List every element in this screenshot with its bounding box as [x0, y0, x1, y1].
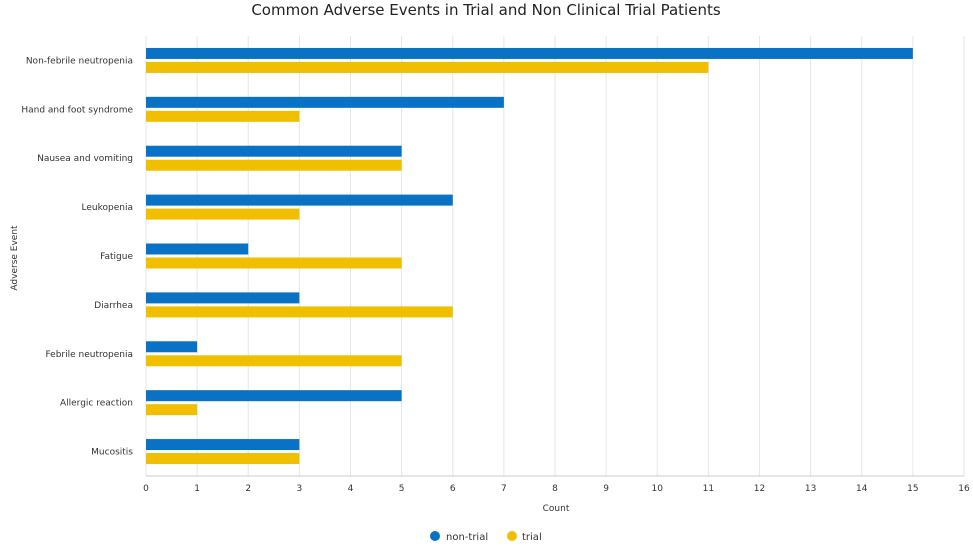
x-tick-label: 7: [501, 484, 507, 494]
bar-non-trial[interactable]: [146, 243, 249, 255]
category-label: Hand and foot syndrome: [21, 105, 133, 115]
x-tick-label: 11: [703, 484, 714, 494]
category-label: Allergic reaction: [60, 399, 133, 409]
legend-marker-trial[interactable]: [507, 531, 517, 541]
bar-non-trial[interactable]: [146, 47, 913, 59]
x-tick-labels: 0 1 2 3 4 5 6 7 8 9 10 11 12 13 14 15 16: [143, 484, 970, 494]
legend-label-trial[interactable]: trial: [522, 532, 542, 543]
bars: [146, 47, 913, 465]
bar-trial[interactable]: [146, 355, 402, 367]
x-tick-label: 9: [603, 484, 609, 494]
category-label: Non-febrile neutropenia: [26, 56, 133, 66]
bar-non-trial[interactable]: [146, 194, 453, 206]
x-tick-label: 3: [297, 484, 303, 494]
x-tick-label: 1: [194, 484, 200, 494]
x-tick-label: 8: [552, 484, 558, 494]
bar-trial[interactable]: [146, 453, 300, 465]
x-tick-label: 2: [245, 484, 251, 494]
grid-lines: [145, 36, 965, 477]
x-tick-label: 14: [856, 484, 868, 494]
category-labels: Non-febrile neutropenia Hand and foot syn…: [21, 56, 133, 457]
x-tick-label: 16: [958, 484, 970, 494]
legend-label-non-trial[interactable]: non-trial: [446, 532, 488, 543]
x-tick-label: 5: [399, 484, 405, 494]
bar-trial[interactable]: [146, 61, 709, 73]
legend-marker-non-trial[interactable]: [430, 531, 440, 541]
chart-title: Common Adverse Events in Trial and Non C…: [251, 1, 721, 19]
bar-trial[interactable]: [146, 257, 402, 269]
category-label: Diarrhea: [94, 301, 133, 311]
x-tick-label: 4: [348, 484, 354, 494]
category-label: Febrile neutropenia: [46, 350, 134, 360]
bar-non-trial[interactable]: [146, 96, 504, 108]
bar-non-trial[interactable]: [146, 292, 300, 304]
x-tick-label: 13: [805, 484, 816, 494]
category-label: Fatigue: [100, 252, 133, 262]
bar-trial[interactable]: [146, 208, 300, 220]
bar-non-trial[interactable]: [146, 439, 300, 451]
x-tick-label: 15: [907, 484, 918, 494]
bar-non-trial[interactable]: [146, 390, 402, 402]
x-tick-label: 6: [450, 484, 456, 494]
x-tick-label: 12: [754, 484, 765, 494]
bar-trial[interactable]: [146, 159, 402, 171]
category-label: Leukopenia: [82, 203, 133, 213]
category-label: Nausea and vomiting: [37, 154, 133, 164]
x-tick-label: 0: [143, 484, 149, 494]
bar-trial[interactable]: [146, 110, 300, 122]
y-axis-title: Adverse Event: [10, 225, 20, 291]
bar-non-trial[interactable]: [146, 145, 402, 157]
legend: non-trial trial: [430, 531, 542, 543]
x-tick-label: 10: [652, 484, 664, 494]
bar-trial[interactable]: [146, 404, 198, 416]
x-axis-title: Count: [543, 504, 570, 514]
bar-trial[interactable]: [146, 306, 453, 318]
bar-non-trial[interactable]: [146, 341, 198, 353]
category-label: Mucositis: [91, 448, 133, 458]
